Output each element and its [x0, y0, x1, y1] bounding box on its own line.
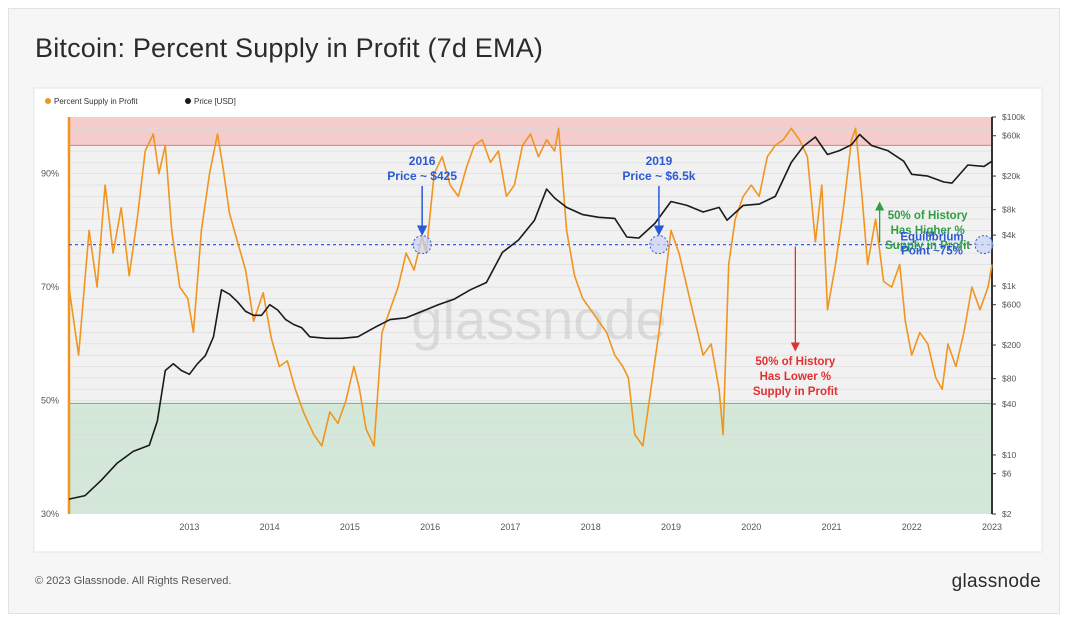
y-right-tick-label: $6 [1002, 469, 1012, 479]
y-right-tick-label: $8k [1002, 205, 1016, 215]
y-right-tick-label: $1k [1002, 281, 1016, 291]
upper-band [69, 117, 992, 146]
y-right-tick-label: $200 [1002, 340, 1021, 350]
y-left-tick-label: 30% [41, 509, 59, 519]
y-left-tick-label: 90% [41, 169, 59, 179]
annotation-lower-line: Has Lower % [760, 371, 832, 383]
lower-band [69, 403, 992, 514]
annotation-equilibrium-marker [974, 235, 994, 255]
x-tick-label: 2021 [821, 522, 841, 532]
annotation-equilibrium-line: Point ~75% [901, 246, 963, 258]
chart-title: Bitcoin: Percent Supply in Profit (7d EM… [35, 33, 544, 63]
y-right-tick-label: $20k [1002, 171, 1021, 181]
footer-copyright: © 2023 Glassnode. All Rights Reserved. [35, 575, 232, 587]
annotation-2019-price: Price ~ $6.5k [622, 169, 695, 183]
price-line [68, 133, 993, 500]
x-tick-label: 2018 [581, 522, 601, 532]
x-tick-label: 2019 [661, 522, 681, 532]
x-tick-label: 2020 [741, 522, 761, 532]
footer-logo: glassnode [951, 571, 1041, 592]
y-right-tick-label: $4k [1002, 230, 1016, 240]
chart-card: Bitcoin: Percent Supply in Profit (7d EM… [8, 8, 1060, 614]
y-right-tick-label: $80 [1002, 374, 1016, 384]
annotation-2019-year: 2019 [646, 154, 673, 168]
annotation-higher-line: 50% of History [888, 210, 968, 222]
y-right-tick-label: $100k [1002, 112, 1026, 122]
supply-line [68, 127, 993, 447]
y-right-tick-label: $10 [1002, 450, 1016, 460]
y-left-tick-label: 70% [41, 282, 59, 292]
legend-dot-supply [45, 98, 51, 104]
x-tick-label: 2022 [902, 522, 922, 532]
chart-svg: 30% 50% 70% 90% $2 $6 $10 $40 $80 $200 $600 $1k $4k $… [33, 87, 1043, 553]
annotation-lower-line: 50% of History [755, 356, 835, 368]
annotation-2019-marker [649, 235, 669, 255]
x-tick-label: 2023 [982, 522, 1002, 532]
annotation-2016-marker [412, 235, 432, 255]
x-tick-label: 2016 [420, 522, 440, 532]
annotation-2016-year: 2016 [409, 154, 436, 168]
annotation-higher-line: Supply in Profit [885, 240, 970, 252]
annotation-2016-price: Price ~ $425 [387, 169, 457, 183]
watermark: glassnode [411, 288, 666, 351]
legend-label-price: Price [USD] [194, 97, 236, 106]
x-tick-label: 2014 [260, 522, 280, 532]
annotation-higher-line: Has Higher % [891, 225, 965, 237]
annotation-lower-line: Supply in Profit [753, 386, 838, 398]
y-right-tick-label: $40 [1002, 399, 1016, 409]
legend-label-supply: Percent Supply in Profit [54, 97, 138, 106]
y-right-tick-label: $2 [1002, 509, 1012, 519]
y-left-tick-label: 50% [41, 396, 59, 406]
legend-dot-price [185, 98, 191, 104]
x-tick-label: 2015 [340, 522, 360, 532]
y-right-tick-label: $600 [1002, 300, 1021, 310]
annotation-equilibrium-line: Equilibrium [900, 232, 963, 244]
x-tick-label: 2013 [179, 522, 199, 532]
y-right-tick-label: $60k [1002, 131, 1021, 141]
x-tick-label: 2017 [500, 522, 520, 532]
